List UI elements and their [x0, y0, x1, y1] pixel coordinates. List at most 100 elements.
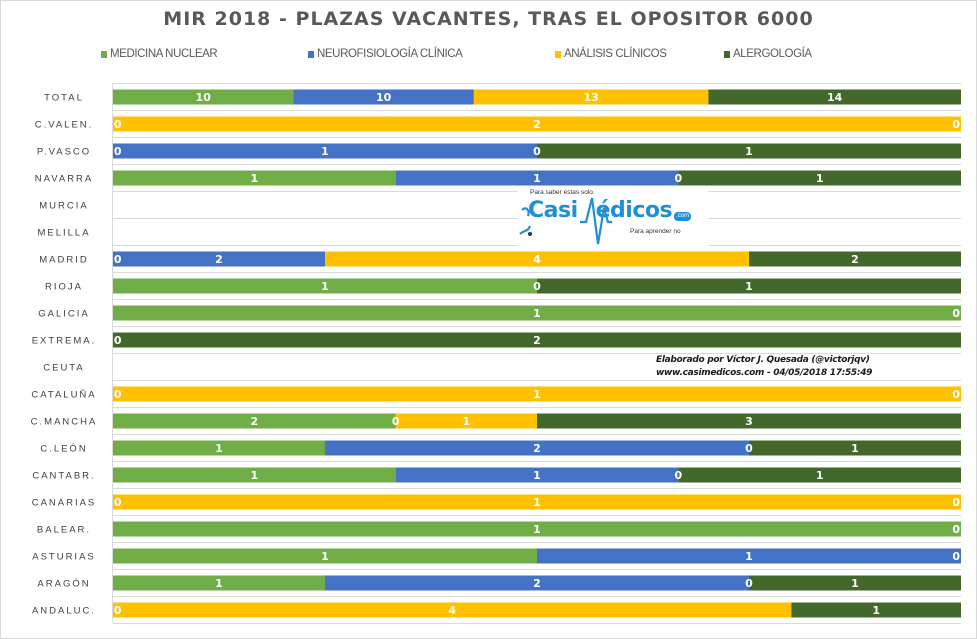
bar-total-alergologia [708, 89, 961, 105]
bar-c-mancha-medicina-nuclear [113, 413, 396, 429]
data-label-c-leon-alergologia: 1 [851, 442, 859, 455]
bar-c-leon-neurofisiologia-clinica [325, 440, 749, 456]
data-label-aragon-neurofisiologia-clinica: 2 [533, 577, 541, 590]
bar-balear-medicina-nuclear [113, 521, 961, 537]
data-label-c-mancha-alergologia: 3 [745, 415, 753, 428]
bar-c-valen-analisis-clinicos [113, 116, 961, 132]
data-label-balear-medicina-nuclear: 1 [533, 523, 541, 536]
data-label-aragon-medicina-nuclear: 1 [215, 577, 223, 590]
data-label-galicia-neurofisiologia-clinica-analisis-clinicos-alergologia: 0 [952, 307, 960, 320]
bar-navarra-neurofisiologia-clinica [395, 170, 679, 186]
bar-aragon-alergologia [749, 575, 961, 591]
bar-andaluc-analisis-clinicos [113, 602, 792, 618]
data-label-madrid-analisis-clinicos: 4 [533, 253, 541, 266]
bar-rioja-alergologia [537, 278, 961, 294]
data-label-navarra-medicina-nuclear: 1 [251, 172, 259, 185]
category-label-madrid: MADRID [39, 255, 88, 266]
data-label-andaluc-alergologia: 1 [872, 604, 880, 617]
bar-total-neurofisiologia-clinica [293, 89, 474, 105]
bar-extrema-alergologia [113, 332, 961, 348]
category-label-rioja: RIOJA [45, 282, 83, 293]
bar-c-leon-alergologia [749, 440, 961, 456]
attribution: Elaborado por Víctor J. Quesada (@victor… [654, 354, 875, 380]
category-label-ceuta: CEUTA [43, 363, 85, 374]
logo-brand-left: Casi [528, 198, 578, 223]
bar-c-leon-medicina-nuclear [113, 440, 325, 456]
data-label-cataluna-alergologia: 0 [952, 388, 960, 401]
data-label-canarias-analisis-clinicos: 1 [533, 496, 541, 509]
bar-cataluna-analisis-clinicos [113, 386, 961, 402]
data-label-cataluna-analisis-clinicos: 1 [533, 388, 541, 401]
data-label-cantabr-medicina-nuclear: 1 [251, 469, 259, 482]
data-label-madrid-neurofisiologia-clinica: 2 [215, 253, 223, 266]
data-label-asturias-medicina-nuclear: 1 [321, 550, 329, 563]
data-label-madrid-medicina-nuclear: 0 [114, 253, 122, 266]
bar-rioja-medicina-nuclear [113, 278, 537, 294]
category-label-total: TOTAL [44, 93, 84, 104]
attribution-source: www.casimedicos.com - 04/05/2018 17:55:4… [656, 368, 873, 378]
bar-navarra-medicina-nuclear [113, 170, 396, 186]
logo-brand-right: édicos [595, 198, 673, 223]
data-label-navarra-alergologia: 1 [816, 172, 824, 185]
legend-swatch-alergologia [724, 50, 730, 58]
data-label-madrid-alergologia: 2 [851, 253, 859, 266]
category-label-andaluc: ANDALUC. [32, 606, 96, 617]
category-label-asturias: ASTURIAS [32, 552, 96, 563]
category-label-melilla: MELILLA [37, 228, 90, 239]
category-label-c-valen: C.VALEN. [35, 120, 94, 131]
bar-aragon-neurofisiologia-clinica [325, 575, 749, 591]
data-label-p-vasco-analisis-clinicos: 0 [533, 145, 541, 158]
bar-p-vasco-alergologia [537, 143, 961, 159]
logo-brand: Casi édicos .com [528, 198, 692, 224]
category-label-navarra: NAVARRA [35, 174, 94, 185]
legend-swatch-medicina-nuclear [101, 50, 107, 58]
data-label-balear-neurofisiologia-clinica-analisis-clinicos-alergologia: 0 [952, 523, 960, 536]
data-label-p-vasco-medicina-nuclear: 0 [114, 145, 122, 158]
data-label-c-mancha-medicina-nuclear: 2 [251, 415, 259, 428]
legend: MEDICINA NUCLEAR NEUROFISIOLOGÍA CLÍNICA… [0, 48, 977, 64]
bar-c-mancha-alergologia [537, 413, 961, 429]
bar-asturias-medicina-nuclear [113, 548, 537, 564]
legend-swatch-neurofisiologia-clinica [308, 50, 314, 58]
legend-label: ALERGOLOGÍA [733, 48, 812, 60]
data-label-asturias-neurofisiologia-clinica: 1 [745, 550, 753, 563]
data-label-c-leon-medicina-nuclear: 1 [215, 442, 223, 455]
data-label-andaluc-analisis-clinicos: 4 [448, 604, 456, 617]
legend-label: NEUROFISIOLOGÍA CLÍNICA [317, 48, 463, 60]
bar-navarra-alergologia [678, 170, 961, 186]
data-label-rioja-medicina-nuclear: 1 [321, 280, 329, 293]
data-label-cantabr-alergologia: 1 [816, 469, 824, 482]
data-label-extrema-medicina-nuclear-neurofisiologia-clinica-analisis-clinicos: 0 [114, 334, 122, 347]
data-label-c-valen-analisis-clinicos: 2 [533, 118, 541, 131]
bar-cantabr-medicina-nuclear [113, 467, 396, 483]
category-label-galicia: GALICIA [38, 309, 90, 320]
bar-andaluc-alergologia [791, 602, 961, 618]
casimedicos-logo: Para saber estas solo. Casi édicos .com … [518, 188, 708, 250]
legend-label: MEDICINA NUCLEAR [110, 48, 218, 60]
data-label-total-neurofisiologia-clinica: 10 [376, 91, 392, 104]
data-label-aragon-analisis-clinicos: 0 [745, 577, 753, 590]
category-label-c-mancha: C.MANCHA [31, 417, 98, 428]
legend-item-analisis-clinicos: ANÁLISIS CLÍNICOS [555, 48, 667, 60]
data-label-c-leon-analisis-clinicos: 0 [745, 442, 753, 455]
data-label-extrema-alergologia: 2 [533, 334, 541, 347]
data-label-navarra-neurofisiologia-clinica: 1 [533, 172, 541, 185]
data-label-aragon-alergologia: 1 [851, 577, 859, 590]
data-label-cataluna-medicina-nuclear-neurofisiologia-clinica: 0 [114, 388, 122, 401]
data-label-rioja-alergologia: 1 [745, 280, 753, 293]
category-label-murcia: MURCIA [39, 201, 88, 212]
bar-madrid-analisis-clinicos [325, 251, 749, 267]
category-label-c-leon: C.LEÓN [40, 444, 87, 455]
category-label-canarias: CANARIAS [32, 498, 97, 509]
data-label-canarias-alergologia: 0 [952, 496, 960, 509]
bar-cantabr-neurofisiologia-clinica [395, 467, 679, 483]
logo-brand-suffix: .com [674, 212, 692, 221]
chart-title: MIR 2018 - PLAZAS VACANTES, TRAS EL OPOS… [163, 8, 814, 30]
legend-label: ANÁLISIS CLÍNICOS [564, 48, 667, 60]
attribution-author: Elaborado por Víctor J. Quesada (@victor… [656, 355, 870, 365]
bar-total-analisis-clinicos [473, 89, 709, 105]
heartbeat-line-icon [519, 197, 612, 245]
bar-total-medicina-nuclear [113, 89, 294, 105]
data-label-c-mancha-analisis-clinicos: 1 [463, 415, 471, 428]
